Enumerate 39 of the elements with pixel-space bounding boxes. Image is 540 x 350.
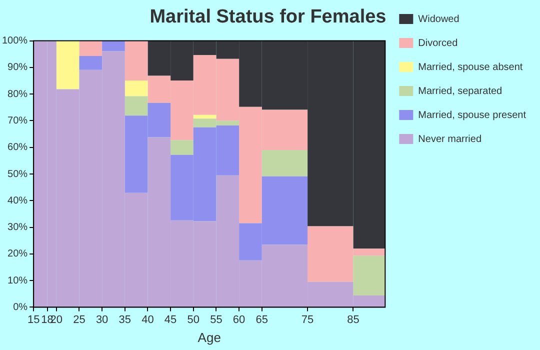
x-tick-label: 15 bbox=[27, 314, 40, 326]
y-tick-label: 10% bbox=[8, 275, 28, 286]
bar bbox=[79, 56, 102, 70]
y-tick-label: 0% bbox=[13, 302, 28, 313]
legend-label: Married, spouse present bbox=[418, 110, 526, 121]
x-tick-label: 55 bbox=[210, 314, 222, 326]
x-tick-label: 85 bbox=[347, 314, 360, 326]
bar bbox=[124, 96, 148, 116]
x-tick-label: 65 bbox=[256, 314, 268, 326]
y-tick-label: 60% bbox=[8, 142, 28, 154]
y-tick-label: 70% bbox=[8, 115, 28, 126]
y-tick-label: 80% bbox=[8, 88, 28, 100]
y-tick-label: 20% bbox=[8, 248, 28, 260]
legend-label: Never married bbox=[418, 134, 482, 145]
y-tick-label: 100% bbox=[2, 36, 28, 47]
x-tick-label: 75 bbox=[301, 314, 314, 326]
x-tick-label: 30 bbox=[96, 314, 108, 326]
chart-title: Marital Status for Females bbox=[150, 6, 386, 28]
bar bbox=[102, 40, 125, 52]
x-tick-label: 25 bbox=[73, 314, 86, 326]
x-tick-label: 35 bbox=[118, 314, 132, 326]
bar bbox=[193, 114, 216, 119]
x-tick-label: 50 bbox=[187, 314, 200, 326]
x-tick-label: 40 bbox=[142, 314, 154, 326]
bar bbox=[79, 40, 102, 56]
y-tick-label: 40% bbox=[8, 195, 28, 206]
x-tick-label: 60 bbox=[232, 314, 246, 326]
bar bbox=[56, 40, 80, 90]
y-tick-label: 50% bbox=[8, 168, 28, 180]
bar bbox=[124, 80, 148, 96]
legend-label: Married, separated bbox=[418, 86, 502, 97]
legend-label: Married, spouse absent bbox=[418, 62, 523, 73]
y-tick-label: 30% bbox=[8, 222, 28, 234]
x-axis-title: Age bbox=[198, 330, 221, 345]
y-tick-label: 90% bbox=[8, 62, 28, 74]
legend-label: Widowed bbox=[418, 14, 460, 25]
x-tick-label: 45 bbox=[164, 314, 177, 326]
legend-label: Divorced bbox=[418, 38, 458, 49]
bar bbox=[170, 140, 194, 155]
